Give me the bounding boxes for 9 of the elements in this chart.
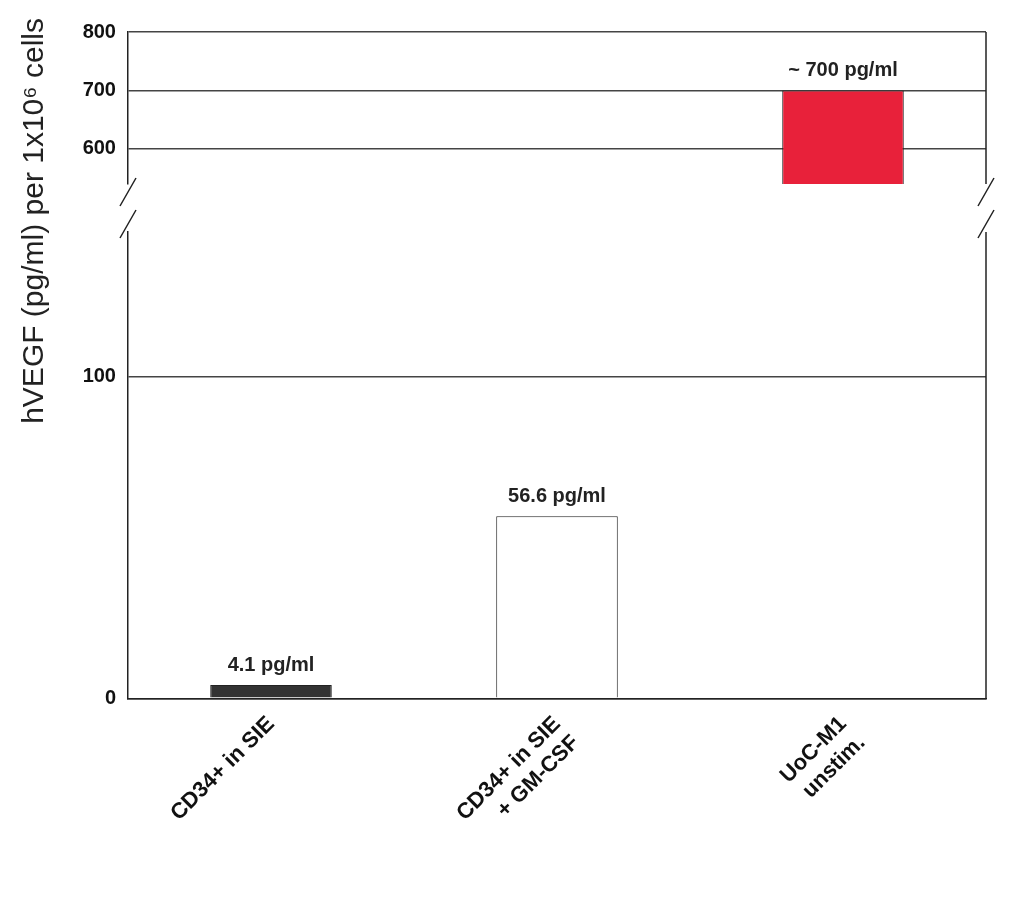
data-label: 4.1 pg/ml [227, 652, 315, 675]
data-label: ~ 700 pg/ml [788, 57, 898, 80]
data-label: 56.6 pg/ml [508, 483, 606, 506]
y-tick-label: 0 [104, 685, 116, 708]
y-tick-label: 600 [82, 136, 116, 159]
y-axis-title: hVEGF (pg/ml) per 1x10⁶ cells [16, 18, 50, 424]
y-tick-label: 700 [82, 77, 116, 100]
y-tick-label: 100 [82, 364, 116, 387]
y-tick-label: 800 [82, 19, 116, 42]
